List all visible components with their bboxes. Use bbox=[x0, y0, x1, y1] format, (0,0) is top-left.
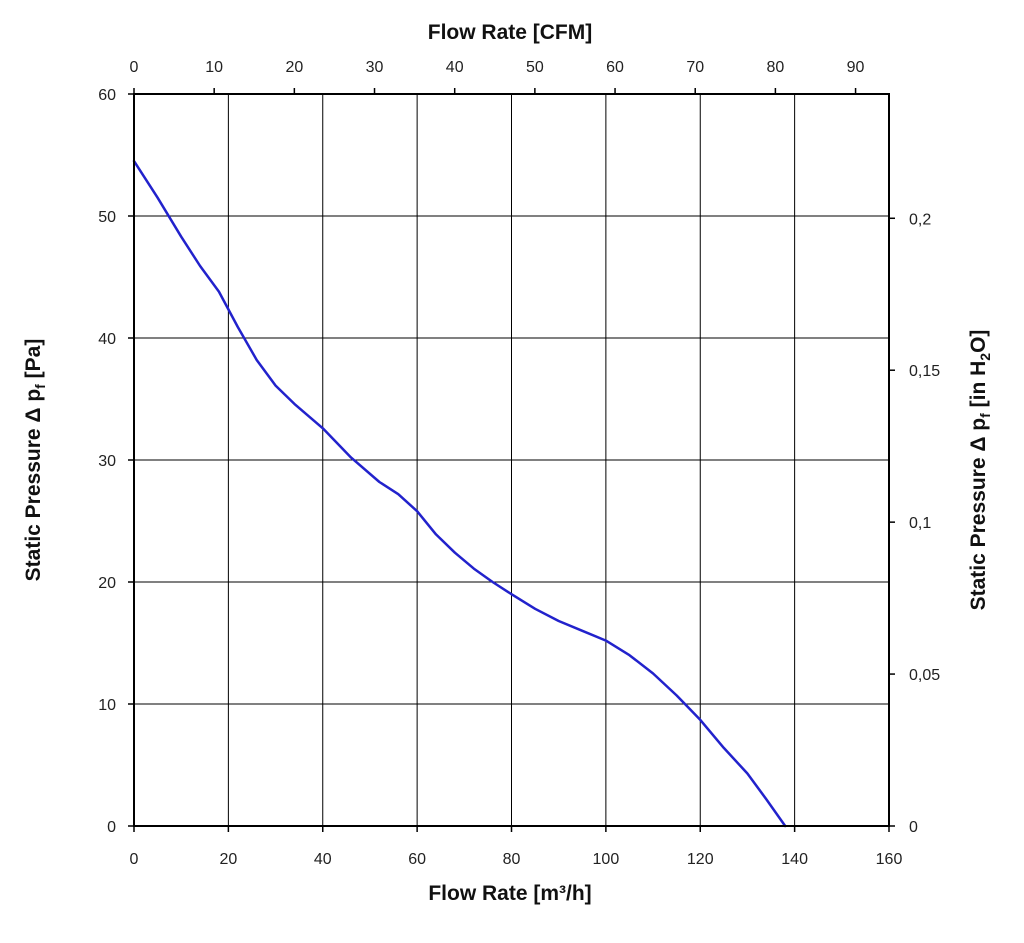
right-y-axis-title: Static Pressure Δ pf [in H2O] bbox=[967, 330, 993, 611]
x-tick-label: 100 bbox=[593, 851, 620, 868]
y-tick-label: 60 bbox=[98, 87, 116, 104]
left-y-axis-title: Static Pressure Δ pf [Pa] bbox=[22, 339, 48, 582]
x2-tick-label: 90 bbox=[847, 59, 865, 76]
x2-tick-label: 80 bbox=[766, 59, 784, 76]
y-tick-label: 10 bbox=[98, 697, 116, 714]
pressure-curve-line bbox=[132, 159, 787, 828]
y2-tick-label: 0,1 bbox=[909, 515, 931, 532]
y-tick-label: 40 bbox=[98, 331, 116, 348]
x2-tick-label: 20 bbox=[285, 59, 303, 76]
y-tick-label: 0 bbox=[107, 819, 116, 836]
y-tick-label: 20 bbox=[98, 575, 116, 592]
top-x-axis-title: Flow Rate [CFM] bbox=[428, 21, 592, 44]
x-tick-label: 140 bbox=[781, 851, 808, 868]
y2-tick-label: 0,15 bbox=[909, 363, 940, 380]
axis-ticks: 0 20 40 60 80 100 120 140 160 0 10 20 30 40 50 60 0 10 20 3… bbox=[98, 59, 940, 868]
x-tick-label: 40 bbox=[314, 851, 332, 868]
data-series bbox=[132, 159, 787, 828]
x-tick-label: 0 bbox=[130, 851, 139, 868]
x2-tick-label: 70 bbox=[686, 59, 704, 76]
x-tick-label: 20 bbox=[219, 851, 237, 868]
x2-tick-label: 0 bbox=[130, 59, 139, 76]
x2-tick-label: 50 bbox=[526, 59, 544, 76]
y2-tick-label: 0 bbox=[909, 819, 918, 836]
x2-tick-label: 40 bbox=[446, 59, 464, 76]
y2-tick-label: 0,05 bbox=[909, 667, 940, 684]
y-tick-label: 50 bbox=[98, 209, 116, 226]
gridlines bbox=[134, 94, 889, 826]
x-tick-label: 80 bbox=[503, 851, 521, 868]
y-tick-label: 30 bbox=[98, 453, 116, 470]
x2-tick-label: 30 bbox=[366, 59, 384, 76]
x2-tick-label: 10 bbox=[205, 59, 223, 76]
y2-tick-label: 0,2 bbox=[909, 211, 931, 228]
x2-tick-label: 60 bbox=[606, 59, 624, 76]
x-tick-label: 60 bbox=[408, 851, 426, 868]
x-tick-label: 160 bbox=[876, 851, 903, 868]
bottom-x-axis-title: Flow Rate [m³/h] bbox=[428, 882, 591, 905]
x-tick-label: 120 bbox=[687, 851, 714, 868]
